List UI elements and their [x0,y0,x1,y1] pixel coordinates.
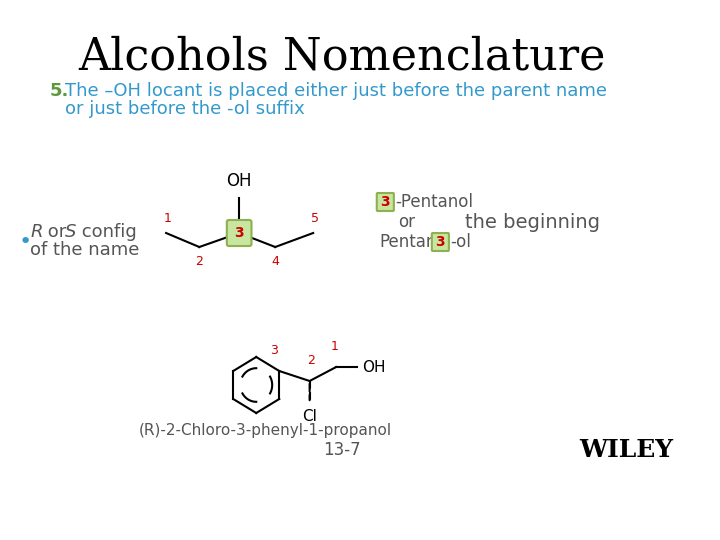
Text: R: R [30,223,43,241]
Text: OH: OH [362,360,385,375]
FancyBboxPatch shape [377,193,394,211]
Text: •: • [19,232,32,252]
Text: or just before the -ol suffix: or just before the -ol suffix [65,100,305,118]
Text: The –OH locant is placed either just before the parent name: The –OH locant is placed either just bef… [65,82,606,100]
Text: 4: 4 [271,255,279,268]
Text: S: S [65,223,76,241]
Text: 1: 1 [164,212,172,225]
FancyBboxPatch shape [227,220,251,246]
Text: Alcohols Nomenclature: Alcohols Nomenclature [78,35,606,78]
Text: of the name: of the name [30,241,140,259]
Text: or: or [42,223,72,241]
Text: 13-7: 13-7 [323,441,361,459]
Text: (R)-2-Chloro-3-phenyl-1-propanol: (R)-2-Chloro-3-phenyl-1-propanol [139,422,392,437]
Text: WILEY: WILEY [580,438,673,462]
Text: 3: 3 [234,226,244,240]
Text: 2: 2 [195,255,203,268]
FancyBboxPatch shape [432,233,449,251]
Text: -ol: -ol [450,233,471,251]
Text: 2: 2 [307,354,315,367]
Text: -Pentanol: -Pentanol [395,193,473,211]
Text: config: config [76,223,137,241]
Text: 5: 5 [311,212,319,225]
Text: 5.: 5. [50,82,68,100]
Text: OH: OH [226,172,252,190]
Text: Pentan-: Pentan- [379,233,443,251]
Text: or: or [399,213,415,231]
Text: 3: 3 [380,195,390,209]
Text: 3: 3 [436,235,445,249]
Text: 1: 1 [330,340,338,353]
Text: Cl: Cl [302,409,317,424]
Text: the beginning: the beginning [465,213,600,232]
Text: 3: 3 [271,344,279,357]
